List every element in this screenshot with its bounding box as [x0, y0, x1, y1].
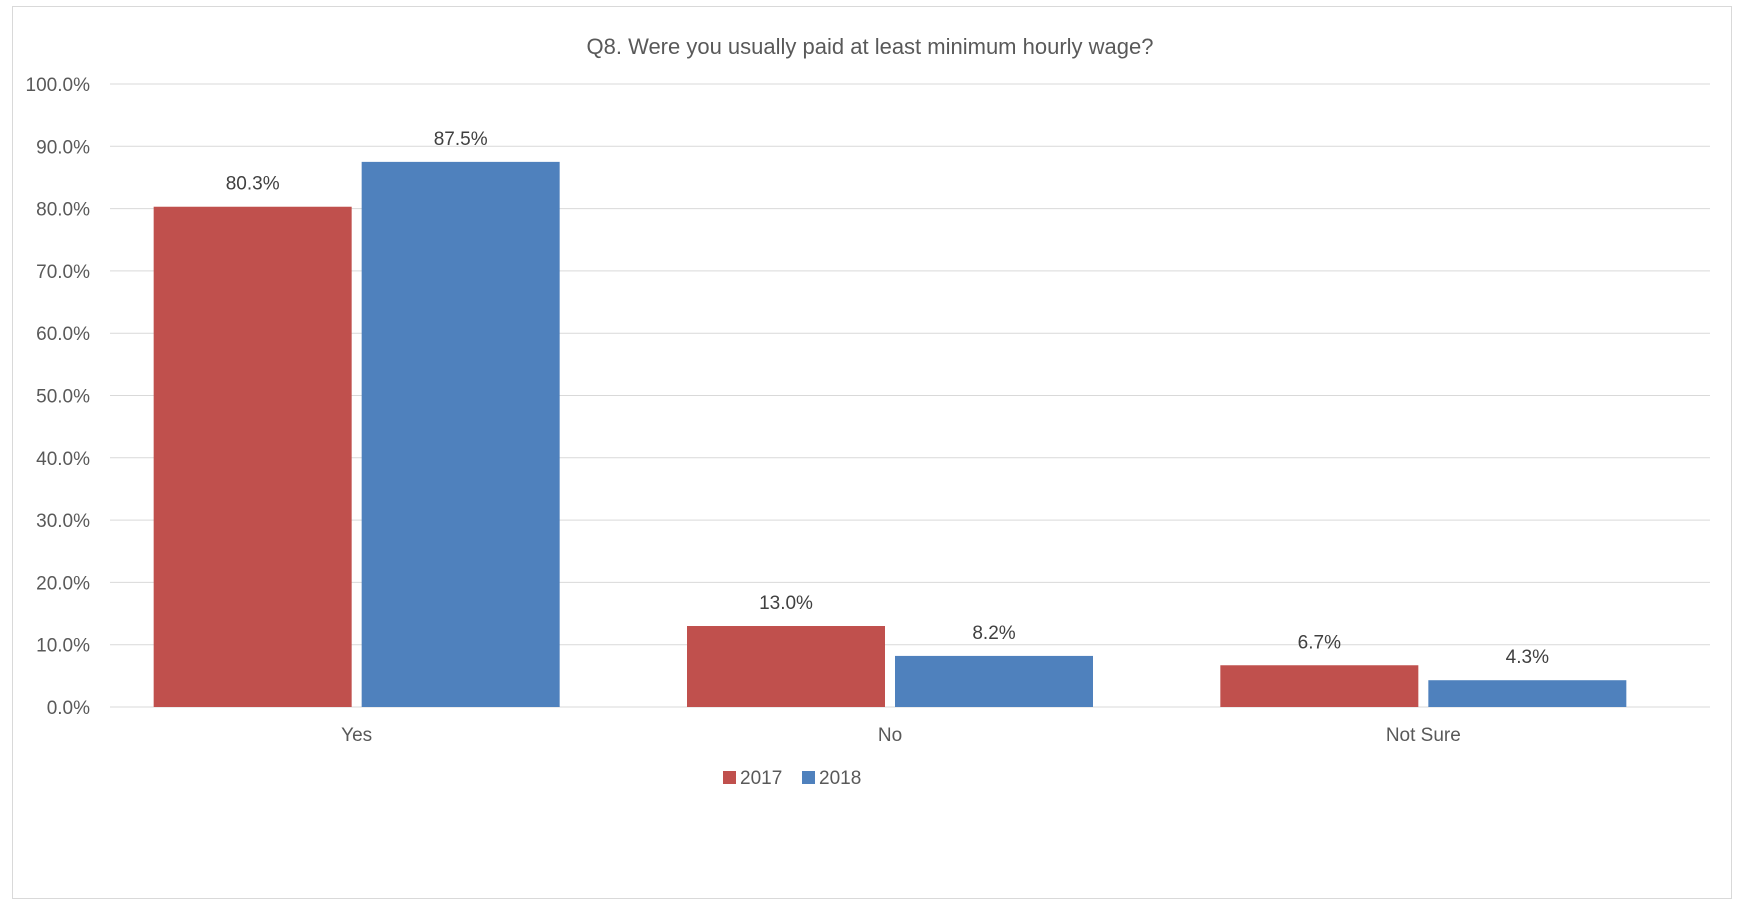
- data-label: 8.2%: [972, 623, 1015, 644]
- data-label: 6.7%: [1298, 632, 1341, 653]
- bar-2017: [687, 626, 885, 707]
- y-tick-label: 90.0%: [36, 137, 90, 158]
- y-axis: 0.0% 10.0% 20.0% 30.0% 40.0% 50.0% 60.0% 70.0% 8…: [26, 75, 91, 719]
- x-tick-label: No: [878, 725, 902, 746]
- y-tick-label: 20.0%: [36, 573, 90, 594]
- x-axis: Yes No Not Sure: [341, 725, 1461, 746]
- bar-2018: [361, 161, 560, 707]
- y-tick-label: 70.0%: [36, 262, 90, 283]
- legend-label: 2018: [819, 768, 861, 789]
- data-label: 4.3%: [1506, 647, 1549, 668]
- x-tick-label: Not Sure: [1386, 725, 1461, 746]
- bar-2017: [153, 206, 352, 707]
- bar-2018: [895, 655, 1093, 707]
- legend-swatch-2018: [802, 771, 815, 784]
- legend: 2017 2018: [723, 768, 861, 789]
- y-tick-label: 40.0%: [36, 449, 90, 470]
- legend-label: 2017: [740, 768, 782, 789]
- y-tick-label: 0.0%: [47, 698, 90, 719]
- bar-2018: [1428, 680, 1627, 707]
- y-tick-label: 100.0%: [26, 75, 91, 96]
- chart-title: Q8. Were you usually paid at least minim…: [587, 34, 1154, 59]
- y-tick-label: 80.0%: [36, 200, 90, 221]
- y-tick-label: 10.0%: [36, 636, 90, 657]
- y-tick-label: 50.0%: [36, 387, 90, 408]
- data-label: 80.3%: [226, 174, 280, 195]
- bar-2017: [1220, 665, 1419, 707]
- y-tick-label: 60.0%: [36, 324, 90, 345]
- bars: 80.3% 87.5% 13.0% 8.2% 6.7% 4.3%: [153, 129, 1627, 707]
- y-tick-label: 30.0%: [36, 511, 90, 532]
- data-label: 13.0%: [759, 593, 813, 614]
- x-tick-label: Yes: [341, 725, 372, 746]
- legend-swatch-2017: [723, 771, 736, 784]
- data-label: 87.5%: [434, 129, 488, 150]
